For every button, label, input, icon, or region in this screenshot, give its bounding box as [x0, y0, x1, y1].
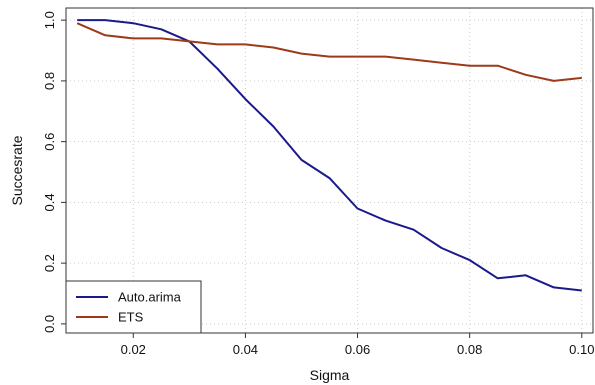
x-tick-label: 0.08: [457, 342, 482, 357]
x-tick-label: 0.06: [345, 342, 370, 357]
legend: Auto.arima ETS: [65, 280, 202, 334]
series-layer: [76, 19, 582, 292]
y-tick-label: 1.0: [42, 11, 57, 29]
y-axis-title: Succesrate: [9, 135, 25, 205]
series-line-ets: [76, 22, 582, 82]
x-axis-title: Sigma: [310, 367, 350, 383]
legend-label: Auto.arima: [118, 290, 182, 305]
x-tick-label: 0.02: [121, 342, 146, 357]
y-tick-label: 0.4: [42, 193, 57, 211]
x-tick-label: 0.04: [233, 342, 258, 357]
y-tick-label: 0.8: [42, 72, 57, 90]
x-tick-label: 0.10: [569, 342, 594, 357]
plot-frame: [65, 7, 594, 334]
legend-box: [65, 280, 202, 334]
y-tick-label: 0.6: [42, 133, 57, 151]
series-line-auto-arima: [77, 19, 582, 292]
y-tick-label: 0.0: [42, 315, 57, 333]
legend-label: ETS: [118, 310, 144, 325]
axes: 0.02 0.04 0.06 0.08 0.10 0.0 0.2 0.4 0.6 0.8 1.0 Si…: [9, 11, 594, 383]
y-tick-label: 0.2: [42, 254, 57, 272]
